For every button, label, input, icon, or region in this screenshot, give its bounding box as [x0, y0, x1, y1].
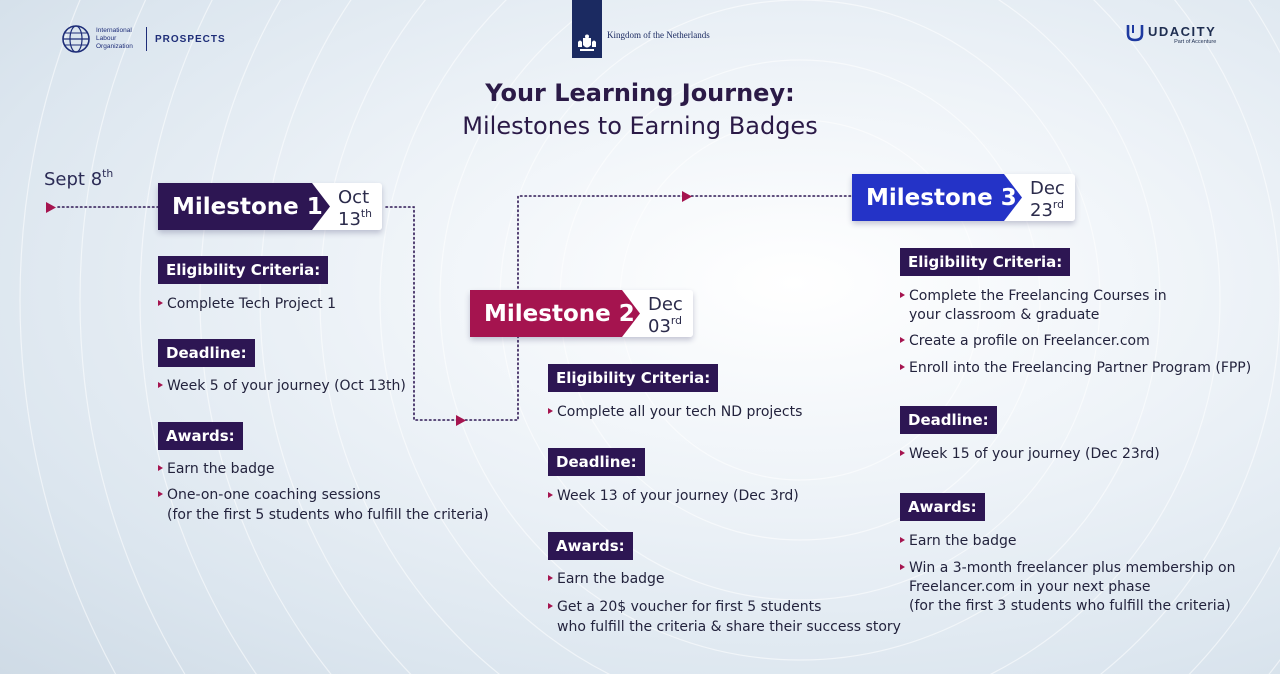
milestone-2-award-item: Earn the badge: [548, 569, 665, 589]
milestone-3-award-item: Win a 3-month freelancer plus membership…: [900, 558, 1235, 578]
milestone-2-award-note-text: who fulfill the criteria & share their s…: [557, 619, 901, 635]
milestone-3-banner: Milestone 3 Dec 23rd: [852, 174, 1075, 221]
milestone-2-awards-title: Awards:: [548, 532, 633, 560]
prospects-label: PROSPECTS: [155, 33, 226, 45]
milestone-1-deadline-item: Week 5 of your journey (Oct 13th): [158, 376, 406, 396]
milestone-1-deadline-title: Deadline:: [158, 339, 255, 367]
netherlands-name: Kingdom of the Netherlands: [607, 30, 710, 40]
milestone-1-eligibility-item: Complete Tech Project 1: [158, 294, 336, 314]
udacity-u-icon: [1126, 25, 1144, 42]
milestone-1-eligibility-title: Eligibility Criteria:: [158, 256, 329, 284]
milestone-2-award-item: Get a 20$ voucher for first 5 students: [548, 597, 821, 617]
milestone-2-banner: Milestone 2 Dec 03rd: [470, 290, 693, 337]
path-arrow-icon: [682, 191, 692, 202]
milestone-3-month: Dec: [1030, 177, 1065, 199]
start-date: Sept 8th: [44, 167, 114, 190]
title-line-1: Your Learning Journey:: [485, 79, 795, 107]
milestone-3-eligibility-continuation-text: your classroom & graduate: [909, 307, 1100, 323]
milestone-1-award-note: (for the first 5 students who fulfill th…: [158, 505, 489, 525]
milestone-2-day: 03: [648, 315, 671, 337]
netherlands-crest-icon: [578, 34, 596, 51]
milestone-1-banner: Milestone 1 Oct 13th: [158, 183, 382, 230]
milestone-2-deadline-title: Deadline:: [548, 448, 645, 476]
ilo-name: International Labour Organization: [96, 27, 133, 50]
milestone-3-day: 23: [1030, 199, 1053, 221]
milestone-1-label: Milestone 1: [158, 183, 330, 230]
milestone-3-awards-title: Awards:: [900, 493, 985, 521]
milestone-3-day-suffix: rd: [1052, 197, 1065, 211]
milestone-3-deadline-item: Week 15 of your journey (Dec 23rd): [900, 444, 1160, 464]
milestone-3-award-item: Earn the badge: [900, 531, 1017, 551]
milestone-2-deadline-item: Week 13 of your journey (Dec 3rd): [548, 486, 799, 506]
udacity-logo: UDACITY Part of Accenture: [1126, 24, 1216, 45]
milestone-1-day-suffix: th: [360, 206, 372, 220]
ilo-globe-icon: [62, 25, 90, 53]
milestone-2-month: Dec: [648, 293, 683, 315]
netherlands-logo: Kingdom of the Netherlands: [572, 0, 710, 58]
milestone-1-awards-title: Awards:: [158, 422, 243, 450]
milestone-1-date: Oct 13th: [312, 183, 382, 230]
header-divider: [146, 27, 147, 51]
milestone-2-award-note: who fulfill the criteria & share their s…: [548, 617, 901, 637]
milestone-1-award-item: Earn the badge: [158, 459, 275, 479]
udacity-subtitle: Part of Accenture: [1174, 39, 1217, 45]
milestone-2-eligibility-item: Complete all your tech ND projects: [548, 402, 802, 422]
milestone-3-eligibility-title: Eligibility Criteria:: [900, 248, 1071, 276]
path-arrow-icon: [46, 202, 56, 213]
udacity-name: UDACITY: [1148, 24, 1217, 39]
page-title: Your Learning Journey: Milestones to Ear…: [0, 77, 1280, 143]
milestone-3-deadline-title: Deadline:: [900, 406, 997, 434]
milestone-2-day-suffix: rd: [670, 313, 683, 327]
ilo-logo: International Labour Organization PROSPE…: [60, 24, 226, 54]
milestone-3-award-note-text: (for the first 3 students who fulfill th…: [909, 598, 1231, 614]
milestone-2-label: Milestone 2: [470, 290, 640, 337]
milestone-3-eligibility-item: Enroll into the Freelancing Partner Prog…: [900, 358, 1251, 378]
netherlands-banner: [572, 0, 602, 58]
milestone-1-day: 13: [338, 208, 361, 230]
milestone-3-award-continuation: Freelancer.com in your next phase: [900, 577, 1151, 597]
milestone-1-award-item: One-on-one coaching sessions: [158, 485, 381, 505]
milestone-3-eligibility-continuation: your classroom & graduate: [900, 305, 1099, 325]
path-arrow-icon: [456, 415, 466, 426]
start-date-suffix: th: [102, 167, 114, 180]
milestone-1-month: Oct: [338, 186, 370, 208]
title-line-2: Milestones to Earning Badges: [462, 112, 818, 140]
milestone-3-award-continuation-text: Freelancer.com in your next phase: [909, 579, 1151, 595]
milestone-3-eligibility-item: Complete the Freelancing Courses in: [900, 286, 1167, 306]
start-date-label: Sept 8: [44, 169, 103, 190]
milestone-3-eligibility-item: Create a profile on Freelancer.com: [900, 331, 1150, 351]
milestone-1-award-note-text: (for the first 5 students who fulfill th…: [167, 507, 489, 523]
milestone-3-label: Milestone 3: [852, 174, 1022, 221]
milestone-3-award-note: (for the first 3 students who fulfill th…: [900, 596, 1231, 616]
milestone-2-eligibility-title: Eligibility Criteria:: [548, 364, 719, 392]
